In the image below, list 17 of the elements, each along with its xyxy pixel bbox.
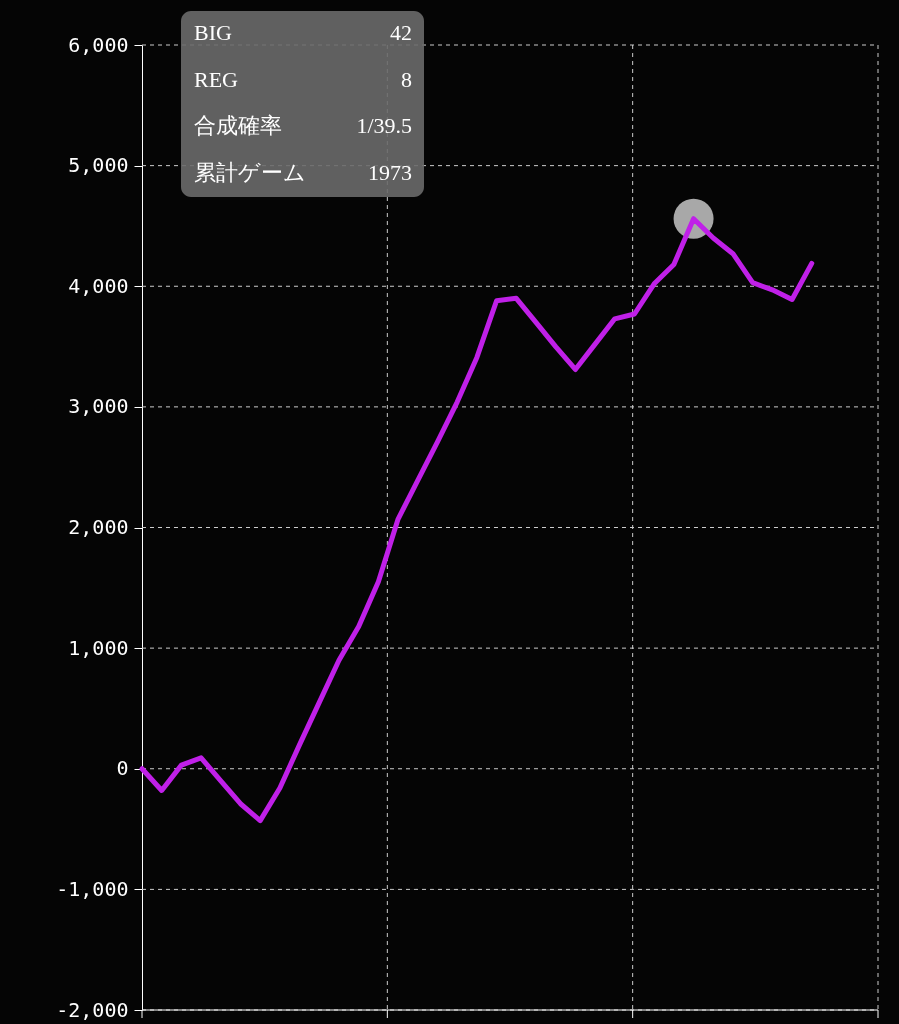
y-tick-label: 6,000 [68,32,129,57]
y-tick-label: 2,000 [68,515,129,539]
text: BIG [194,20,232,45]
y-tick-label: 3,000 [68,394,129,419]
y-tick-label: 1,000 [68,635,129,660]
annotation: 1973 [368,159,412,185]
y-tick-label: 0 [116,756,129,781]
y-tick-label: -1,000 [56,876,129,901]
text: 42 [390,20,412,45]
y-tick-label: 4,000 [68,273,129,298]
y-tick-label: 5,000 [68,153,129,178]
annotation: 1/39.5 [356,113,412,138]
y-tick-label: -2,000 [56,997,129,1022]
annotation: 8 [401,66,412,92]
annotation: 合成確率 [194,113,282,138]
annotation: REG [194,66,239,92]
annotation: 累計ゲーム [194,159,306,185]
